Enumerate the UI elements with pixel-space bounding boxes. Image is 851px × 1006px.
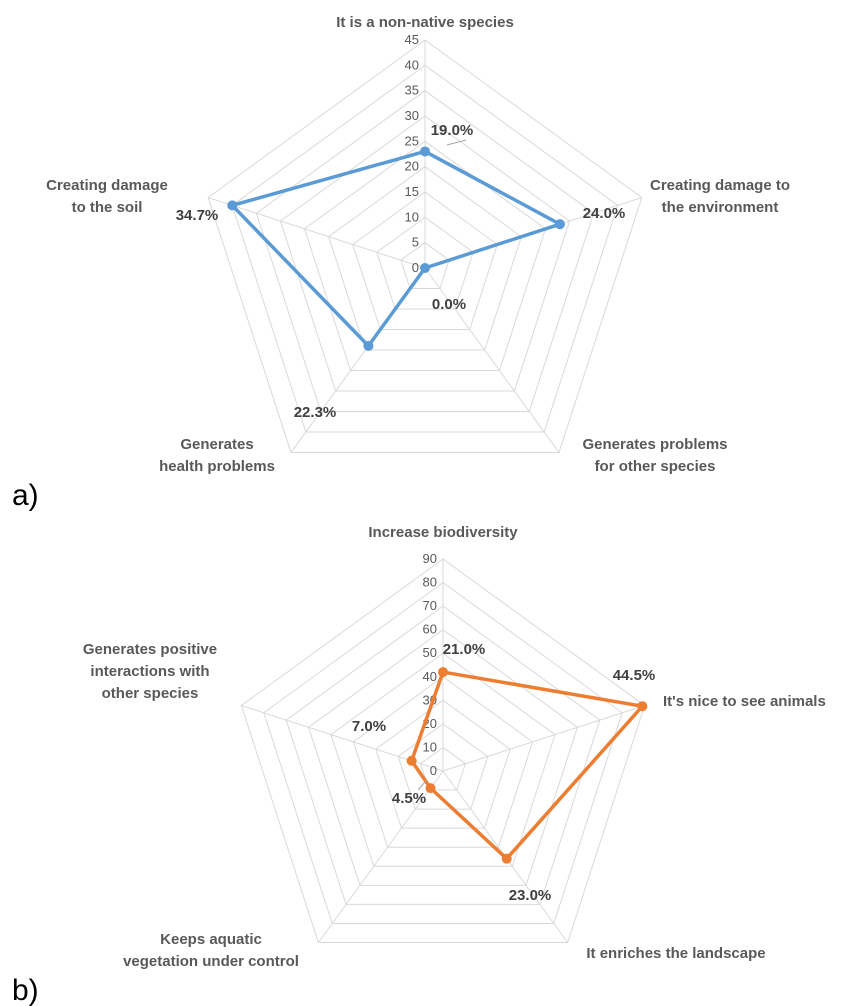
data-label: 22.3%: [294, 404, 337, 421]
tick-label: 5: [412, 235, 419, 250]
tick-label: 10: [405, 209, 419, 224]
series-line: [230, 149, 562, 348]
category-label: for other species: [595, 458, 716, 475]
grid-spoke: [442, 705, 645, 772]
grid-ring: [400, 242, 450, 289]
tick-label: 50: [423, 645, 437, 660]
category-label: Keeps aquatic: [160, 931, 262, 948]
data-label-leader: [446, 139, 467, 146]
data-point: [438, 667, 448, 678]
category-label: Generates problems: [582, 436, 727, 453]
panel-label: b): [12, 974, 39, 1006]
tick-label: 35: [405, 83, 419, 98]
category-label: Generates positive: [83, 641, 217, 658]
data-label: 21.0%: [443, 641, 486, 658]
grid-ring: [207, 39, 643, 453]
category-label: health problems: [159, 458, 275, 475]
data-label: 34.7%: [176, 207, 219, 224]
tick-label: 0: [430, 763, 437, 778]
category-label: the environment: [662, 199, 779, 216]
tick-label: 80: [423, 575, 437, 590]
grid-ring: [352, 676, 534, 848]
grid-ring: [328, 166, 522, 351]
data-point: [554, 219, 565, 230]
category-label: Generates: [180, 436, 253, 453]
grid-ring: [376, 216, 474, 310]
grid-spoke: [208, 197, 426, 269]
tick-label: 10: [423, 739, 437, 754]
data-point: [637, 701, 648, 712]
grid-ring: [231, 64, 619, 433]
grid-ring: [420, 746, 466, 791]
grid-ring: [375, 699, 511, 829]
series-line: [409, 670, 645, 861]
grid-ring: [352, 191, 498, 330]
tick-label: 70: [423, 598, 437, 613]
tick-label: 90: [423, 551, 437, 566]
data-point: [420, 263, 430, 273]
data-point: [227, 200, 238, 211]
category-label: It enriches the landscape: [586, 945, 765, 962]
grid-ring: [240, 558, 646, 944]
grid-ring: [303, 140, 547, 371]
tick-label: 30: [405, 108, 419, 123]
data-point: [363, 340, 374, 351]
tick-label: 40: [405, 57, 419, 72]
grid-spoke: [317, 770, 444, 943]
grid-ring: [307, 629, 579, 886]
tick-label: 0: [412, 260, 419, 275]
data-point: [425, 783, 436, 794]
tick-label: 60: [423, 622, 437, 637]
tick-label: 45: [405, 32, 419, 47]
grid-ring: [397, 723, 489, 810]
grid-ring: [279, 115, 571, 392]
category-label: to the soil: [72, 199, 143, 216]
data-label: 44.5%: [613, 667, 656, 684]
grid-ring: [330, 652, 556, 867]
panel-label: a): [12, 479, 39, 512]
category-label: Creating damage: [46, 177, 168, 194]
tick-label: 15: [405, 184, 419, 199]
data-label: 0.0%: [432, 296, 466, 313]
tick-label: 25: [405, 133, 419, 148]
category-label: vegetation under control: [123, 953, 299, 970]
tick-label: 40: [423, 669, 437, 684]
category-label: interactions with: [90, 663, 209, 680]
data-label: 19.0%: [431, 122, 474, 139]
grid-ring: [255, 90, 595, 412]
category-label: It is a non-native species: [336, 14, 514, 31]
category-label: Increase biodiversity: [368, 524, 518, 541]
grid-ring: [263, 581, 623, 924]
data-label: 24.0%: [583, 205, 626, 222]
category-label: It's nice to see animals: [663, 693, 826, 710]
data-point: [406, 755, 417, 766]
data-label-leader: [417, 780, 427, 791]
grid-spoke: [424, 267, 560, 453]
data-label: 23.0%: [509, 887, 552, 904]
data-label: 7.0%: [352, 718, 386, 735]
category-label: other species: [102, 685, 199, 702]
grid-ring: [285, 605, 601, 905]
data-point: [501, 853, 512, 864]
tick-label: 20: [405, 159, 419, 174]
data-point: [420, 146, 430, 157]
category-label: Creating damage to: [650, 177, 790, 194]
data-label: 4.5%: [392, 790, 426, 807]
